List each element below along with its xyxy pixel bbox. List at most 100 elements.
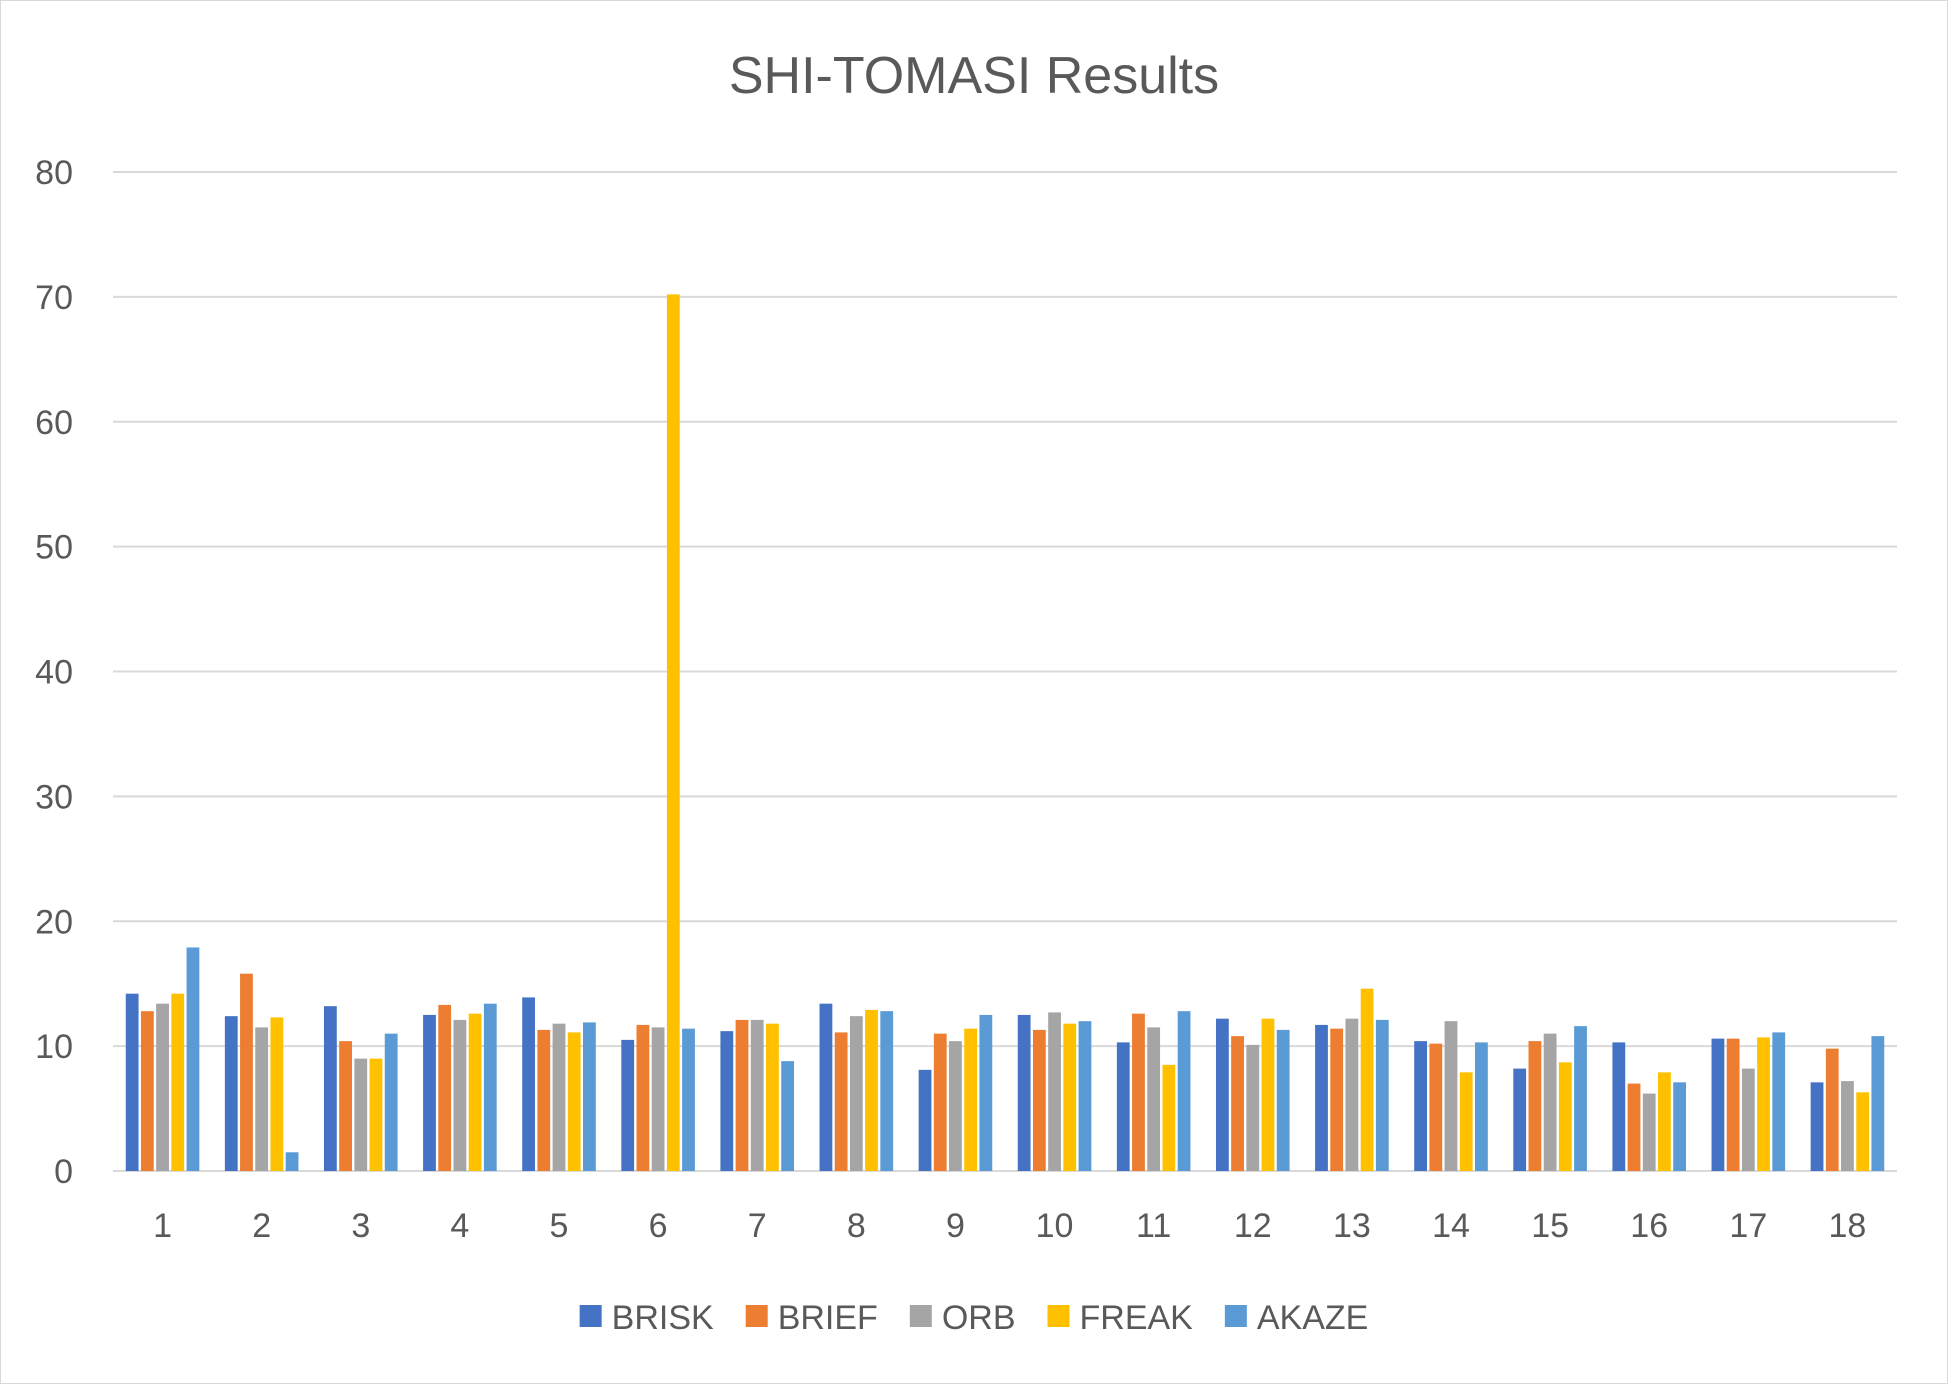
bar-orb-18 (1841, 1081, 1854, 1171)
bar-orb-5 (552, 1023, 566, 1171)
bar-brief-18 (1825, 1048, 1839, 1171)
bar-freak-2 (270, 1017, 284, 1171)
legend-swatch (1224, 1305, 1247, 1327)
bar-freak-17 (1757, 1037, 1770, 1171)
y-tick-label: 30 (35, 778, 73, 816)
bar-brief-12 (1231, 1036, 1244, 1171)
bar-freak-1 (171, 993, 185, 1171)
bar-freak-3 (369, 1058, 383, 1171)
x-tick-label: 2 (252, 1207, 271, 1245)
x-axis-ticks: 1 2 3 4 5 6 7 8 9 10 11 12 13 14 15 16 17 18 (153, 1207, 1866, 1245)
y-tick-label: 0 (54, 1153, 73, 1191)
legend-item-akaze: AKAZE (1224, 1299, 1368, 1337)
bar-orb-10 (1048, 1012, 1061, 1171)
bar-freak-8 (865, 1009, 878, 1171)
x-tick-label: 15 (1531, 1207, 1569, 1245)
bar-orb-7 (750, 1019, 764, 1171)
chart-title: SHI-TOMASI Results (729, 47, 1219, 105)
bar-akaze-6 (682, 1028, 695, 1171)
x-tick-label: 17 (1729, 1207, 1767, 1245)
bar-brief-2 (240, 973, 253, 1171)
legend-swatch (909, 1305, 932, 1327)
y-tick-label: 60 (35, 404, 73, 442)
gridlines (113, 171, 1897, 1172)
legend-item-brief: BRIEF (745, 1299, 878, 1337)
bar-freak-4 (468, 1013, 482, 1171)
bar-orb-2 (255, 1027, 269, 1171)
x-tick-label: 10 (1036, 1207, 1074, 1245)
bar-freak-6 (666, 294, 680, 1171)
x-tick-label: 3 (351, 1207, 370, 1245)
x-tick-label: 4 (450, 1207, 469, 1245)
legend-label: ORB (942, 1299, 1016, 1337)
bar-akaze-16 (1673, 1082, 1687, 1171)
x-tick-label: 7 (748, 1207, 767, 1245)
bar-freak-10 (1063, 1023, 1077, 1171)
bar-freak-12 (1261, 1018, 1275, 1171)
bar-akaze-11 (1177, 1011, 1191, 1171)
bar-brisk-12 (1215, 1018, 1229, 1171)
legend-swatch (745, 1305, 768, 1327)
bar-brief-13 (1330, 1028, 1344, 1171)
bar-brisk-3 (323, 1006, 337, 1171)
y-axis-ticks: 0 10 20 30 40 50 60 70 80 (35, 154, 73, 1191)
bar-akaze-14 (1475, 1042, 1488, 1171)
bar-brief-14 (1429, 1043, 1443, 1171)
bar-akaze-1 (186, 947, 200, 1171)
bar-freak-18 (1856, 1092, 1870, 1171)
x-tick-label: 16 (1630, 1207, 1668, 1245)
bar-orb-17 (1741, 1068, 1755, 1171)
bar-akaze-13 (1375, 1019, 1389, 1171)
bar-brief-8 (834, 1032, 848, 1171)
bar-brisk-16 (1612, 1042, 1626, 1171)
bar-orb-13 (1345, 1018, 1359, 1171)
legend-label: BRISK (612, 1299, 714, 1337)
bar-brief-9 (933, 1033, 947, 1171)
bar-orb-9 (949, 1041, 962, 1171)
x-tick-label: 18 (1829, 1207, 1867, 1245)
bar-brisk-6 (621, 1039, 635, 1171)
bar-freak-7 (766, 1023, 779, 1171)
x-tick-label: 12 (1234, 1207, 1272, 1245)
legend-swatch (1047, 1305, 1070, 1327)
x-tick-label: 9 (946, 1207, 965, 1245)
bar-orb-12 (1246, 1044, 1260, 1171)
x-tick-label: 11 (1136, 1207, 1171, 1245)
bar-freak-11 (1162, 1064, 1176, 1171)
bar-akaze-4 (483, 1003, 497, 1171)
y-tick-label: 20 (35, 903, 73, 941)
bar-brisk-5 (522, 997, 535, 1171)
bar-brisk-9 (918, 1069, 932, 1171)
legend-item-brisk: BRISK (579, 1299, 714, 1337)
bar-brisk-11 (1116, 1042, 1130, 1171)
y-tick-label: 70 (35, 279, 73, 317)
y-tick-label: 50 (35, 529, 73, 567)
bar-brisk-18 (1810, 1082, 1824, 1171)
x-tick-label: 13 (1333, 1207, 1371, 1245)
bar-akaze-7 (781, 1061, 795, 1171)
x-tick-label: 8 (847, 1207, 866, 1245)
bar-brisk-10 (1017, 1014, 1031, 1171)
bar-brisk-2 (224, 1016, 238, 1171)
bar-akaze-5 (583, 1022, 596, 1171)
bar-orb-11 (1147, 1027, 1161, 1171)
legend-label: BRIEF (778, 1299, 878, 1337)
y-tick-label: 40 (35, 654, 73, 692)
legend-item-orb: ORB (909, 1299, 1016, 1337)
bar-brisk-4 (423, 1014, 436, 1171)
legend-item-freak: FREAK (1047, 1299, 1194, 1337)
bar-freak-9 (964, 1028, 978, 1171)
bar-brisk-1 (125, 993, 139, 1171)
y-tick-label: 10 (35, 1028, 73, 1066)
bar-akaze-12 (1276, 1029, 1290, 1171)
bar-brief-3 (339, 1041, 352, 1171)
bar-akaze-18 (1871, 1036, 1885, 1171)
bar-orb-1 (156, 1003, 169, 1171)
bar-orb-16 (1642, 1093, 1656, 1171)
bar-brisk-8 (819, 1003, 833, 1171)
bar-akaze-2 (285, 1152, 299, 1171)
bar-brisk-17 (1711, 1038, 1725, 1171)
legend-label: FREAK (1080, 1299, 1194, 1337)
bar-freak-13 (1360, 988, 1374, 1171)
